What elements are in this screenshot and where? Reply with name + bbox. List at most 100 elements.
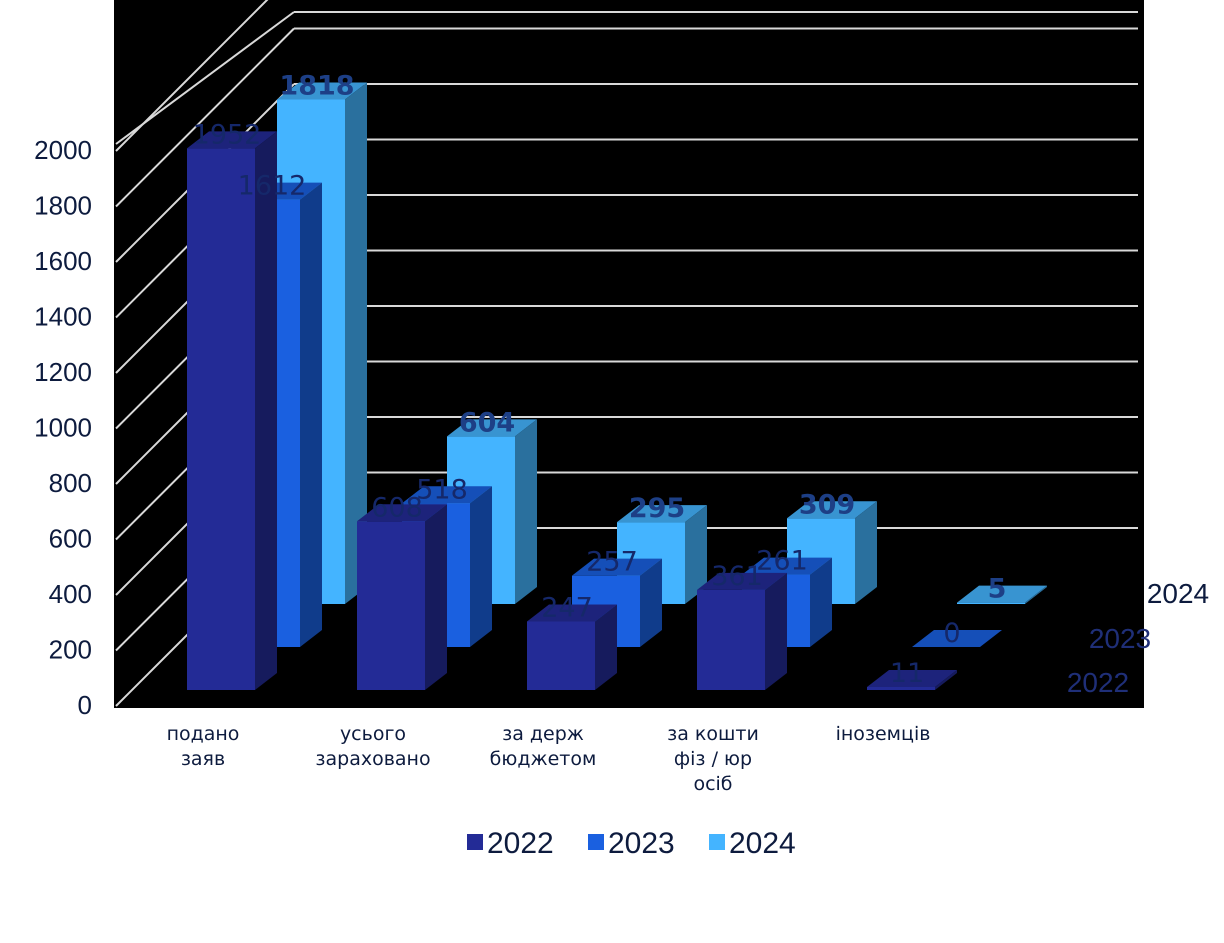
bar-top — [572, 558, 662, 576]
legend-item-2023: 2023 — [588, 827, 675, 860]
data-label-2024: 309 — [799, 489, 855, 520]
legend-item-2022: 2022 — [467, 827, 554, 860]
data-label-2022: 247 — [541, 592, 593, 623]
bar-side — [345, 82, 367, 604]
data-label-2024: 1818 — [279, 71, 354, 102]
category-label-line: заяв — [181, 748, 225, 770]
y-tick-label: 600 — [49, 524, 92, 554]
legend-label: 2022 — [487, 827, 554, 860]
data-label-2023: 261 — [756, 546, 808, 577]
gridline-diagonal — [115, 11, 295, 145]
legend-item-2024: 2024 — [709, 827, 796, 860]
bar-side — [640, 558, 662, 647]
data-label-2024: 5 — [988, 574, 1007, 605]
y-tick-label: 2000 — [34, 135, 92, 165]
category-label-line: зараховано — [315, 748, 430, 770]
bar-front — [697, 589, 765, 690]
bar-side — [255, 131, 277, 690]
bar-top — [277, 82, 367, 100]
bar-top — [867, 669, 957, 687]
data-label-2022: 361 — [711, 561, 763, 592]
y-tick-label: 0 — [78, 690, 92, 720]
data-label-2023: 518 — [416, 474, 468, 505]
category-label-line: за кошти — [667, 723, 759, 745]
bar-top — [402, 486, 492, 504]
bar-side — [935, 669, 957, 690]
bar-side — [765, 572, 787, 690]
category-label-line: подано — [167, 723, 240, 745]
bar-2022-1 — [357, 504, 447, 690]
series-axis-label: 2024 — [1147, 578, 1209, 609]
legend-swatch — [467, 834, 483, 850]
bar-top — [617, 505, 707, 523]
bar-side — [470, 486, 492, 647]
gridline-diagonal — [115, 27, 295, 208]
category-label-line: бюджетом — [490, 748, 597, 770]
legend-label: 2023 — [608, 827, 675, 860]
y-tick-label: 1200 — [34, 357, 92, 387]
bar-top — [697, 572, 787, 590]
data-label-2023: 0 — [943, 618, 960, 649]
y-axis-ticks: 0 200 400 600 800 1000 1200 1400 1600 1800 2000 — [34, 135, 92, 720]
category-label: за кошти фіз / юр осіб — [667, 723, 759, 795]
category-label-line: усього — [340, 723, 406, 745]
bar-front — [187, 148, 255, 690]
category-label-line: за держ — [502, 723, 584, 745]
bar-side — [300, 182, 322, 648]
category-label: усього зараховано — [315, 723, 430, 770]
bar-2024-4 — [957, 585, 1047, 604]
legend-swatch — [588, 834, 604, 850]
bar-front — [957, 602, 1025, 604]
bar-side — [685, 505, 707, 604]
bar-side — [595, 604, 617, 690]
bar-top — [742, 557, 832, 575]
data-label-2022: 608 — [371, 492, 423, 523]
category-label-line: іноземців — [836, 723, 931, 745]
bar-side — [810, 557, 832, 647]
category-label: подано заяв — [167, 723, 240, 770]
y-tick-label: 800 — [49, 468, 92, 498]
y-tick-label: 400 — [49, 579, 92, 609]
bar-front — [867, 686, 935, 690]
y-tick-label: 1600 — [34, 246, 92, 276]
category-label-line: осіб — [693, 773, 732, 795]
bar-side — [425, 504, 447, 690]
legend-label: 2024 — [729, 827, 796, 860]
data-label-2022: 11 — [890, 658, 924, 689]
bar-side — [855, 501, 877, 604]
data-label-2024: 295 — [629, 493, 685, 524]
legend-swatch — [709, 834, 725, 850]
y-tick-label: 200 — [49, 635, 92, 665]
y-tick-label: 1000 — [34, 413, 92, 443]
bars — [187, 82, 1047, 690]
bar-2022-2 — [527, 604, 617, 690]
bar-top — [957, 585, 1047, 603]
y-tick-label: 1400 — [34, 302, 92, 332]
data-label-2023: 1612 — [238, 171, 307, 202]
bar-top — [527, 604, 617, 622]
bar-2022-0 — [187, 131, 277, 690]
category-label-line: фіз / юр — [674, 748, 752, 770]
series-axis-label: 2023 — [1089, 623, 1151, 654]
bar-top — [447, 419, 537, 437]
data-label-2024: 604 — [459, 407, 515, 438]
bar-side — [515, 419, 537, 604]
bar-top — [912, 630, 1002, 647]
bar-front — [357, 521, 425, 690]
bar-2023-4 — [912, 630, 1002, 647]
category-labels: подано заяв усього зараховано за держ бюджето… — [167, 723, 931, 795]
category-label: за держ бюджетом — [490, 723, 597, 770]
bar-side — [1025, 585, 1047, 604]
legend: 2022 2023 2024 — [467, 827, 796, 860]
bar-top — [187, 131, 277, 149]
y-tick-label: 1800 — [34, 191, 92, 221]
series-axis: 2022 2023 2024 — [1067, 578, 1209, 698]
bar-top — [787, 501, 877, 519]
bar-2022-3 — [697, 572, 787, 690]
data-label-2023: 257 — [586, 547, 638, 578]
bar-2022-4 — [867, 669, 957, 690]
series-axis-label: 2022 — [1067, 667, 1129, 698]
data-labels: 1818 604 295 309 5 1612 518 257 261 0 1952 608 247 36… — [193, 71, 1007, 689]
category-label: іноземців — [836, 723, 931, 745]
